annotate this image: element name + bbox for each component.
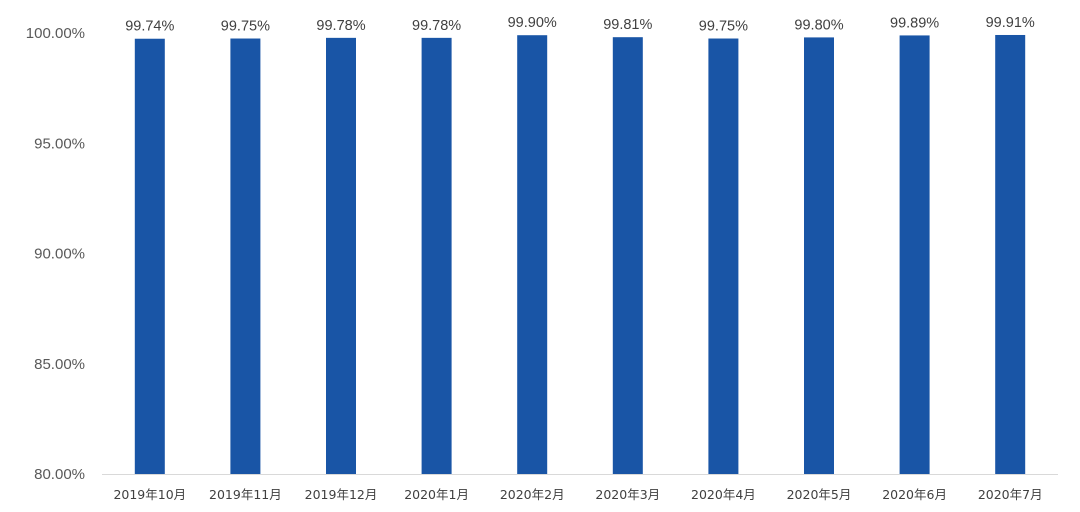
x-tick-label: 2019年11月 bbox=[209, 487, 282, 502]
y-tick-label: 85.00% bbox=[34, 356, 85, 373]
bar bbox=[804, 37, 834, 474]
data-label: 99.90% bbox=[508, 15, 557, 31]
bar bbox=[612, 37, 643, 474]
data-label: 99.91% bbox=[986, 15, 1035, 31]
x-tick-label: 2020年1月 bbox=[404, 487, 469, 502]
bar-series bbox=[134, 34, 1026, 475]
bar bbox=[421, 37, 452, 474]
x-tick-label: 2019年12月 bbox=[305, 487, 378, 502]
bar bbox=[230, 38, 261, 474]
y-tick-label: 80.00% bbox=[34, 466, 85, 483]
y-tick-label: 100.00% bbox=[26, 25, 85, 42]
bar bbox=[134, 38, 165, 474]
x-tick-label: 2020年7月 bbox=[978, 487, 1043, 502]
data-label: 99.75% bbox=[699, 19, 748, 35]
data-label: 99.80% bbox=[794, 17, 843, 33]
data-labels: 99.74% 99.75% 99.78% 99.78% 99.90% 99.81% 99.7… bbox=[125, 15, 1035, 35]
y-tick-label: 95.00% bbox=[34, 135, 85, 152]
y-axis: 80.00% 85.00% 90.00% 95.00% 100.00% bbox=[26, 25, 85, 483]
data-label: 99.74% bbox=[125, 19, 174, 35]
x-tick-label: 2020年5月 bbox=[787, 487, 852, 502]
data-label: 99.81% bbox=[603, 17, 652, 33]
bar bbox=[517, 35, 548, 475]
data-label: 99.78% bbox=[412, 18, 461, 34]
x-tick-label: 2019年10月 bbox=[113, 487, 186, 502]
bar bbox=[326, 37, 356, 474]
x-tick-label: 2020年4月 bbox=[691, 487, 756, 502]
bar bbox=[899, 35, 930, 474]
bar bbox=[995, 34, 1026, 475]
data-label: 99.78% bbox=[316, 18, 365, 34]
x-tick-label: 2020年3月 bbox=[595, 487, 660, 502]
x-tick-label: 2020年2月 bbox=[500, 487, 565, 502]
data-label: 99.89% bbox=[890, 15, 939, 31]
x-axis: 2019年10月 2019年11月 2019年12月 2020年1月 2020年2月 20… bbox=[113, 487, 1042, 502]
x-tick-label: 2020年6月 bbox=[882, 487, 947, 502]
bar bbox=[708, 38, 739, 474]
data-label: 99.75% bbox=[221, 19, 270, 35]
y-tick-label: 90.00% bbox=[34, 246, 85, 263]
